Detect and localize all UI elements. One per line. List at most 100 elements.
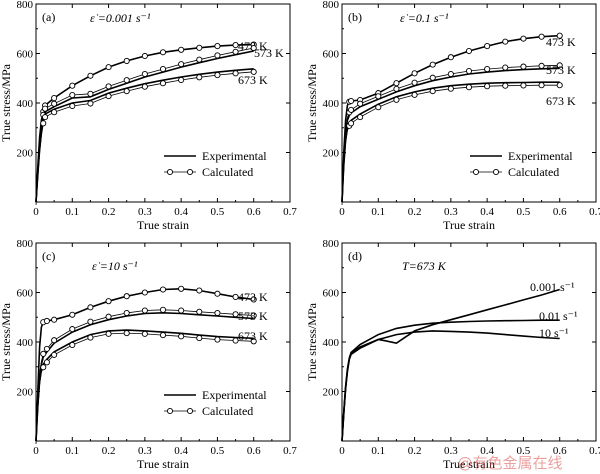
calculated-point <box>87 304 94 311</box>
series-label: 573 K <box>546 63 576 77</box>
calculated-curve <box>35 309 254 439</box>
y-tick-label: 200 <box>17 148 34 160</box>
calculated-point <box>43 345 50 352</box>
calculated-point <box>141 330 148 337</box>
calculated-point <box>502 64 509 71</box>
series-label: 0.001 s⁻¹ <box>530 280 575 294</box>
calculated-point <box>196 287 203 294</box>
calculated-point <box>51 337 58 344</box>
calculated-point <box>42 105 49 112</box>
calculated-point <box>141 70 148 78</box>
experimental-curve <box>341 67 560 203</box>
calculated-point <box>159 80 167 87</box>
calculated-point <box>196 74 203 81</box>
calculated-point <box>178 307 185 314</box>
watermark-text: @有色金属在线 <box>457 454 562 472</box>
y-axis-label: True stress/MPa <box>0 302 13 381</box>
series-label: 673 K <box>238 73 268 87</box>
x-tick-label: 0.7 <box>589 206 600 218</box>
calculated-point <box>159 306 167 313</box>
calculated-point <box>69 326 76 333</box>
x-tick-label: 0.2 <box>408 206 422 218</box>
calculated-point <box>411 91 418 98</box>
x-tick-label: 0.6 <box>553 206 567 218</box>
legend-experimental-label: Experimental <box>202 388 267 402</box>
calculated-point <box>250 296 257 303</box>
x-tick-label: 0.4 <box>174 206 188 218</box>
calculated-point <box>411 79 418 86</box>
x-tick-label: 0.5 <box>517 206 531 218</box>
x-tick-label: 0.3 <box>444 206 458 218</box>
calculated-point <box>520 35 527 42</box>
x-tick-label: 0.7 <box>283 445 297 457</box>
calculated-point <box>502 38 509 45</box>
calculated-curve <box>341 84 560 206</box>
x-tick-label: 0.2 <box>408 445 422 457</box>
calculated-point <box>375 93 382 100</box>
series-label: 673 K <box>546 94 576 108</box>
calculated-point <box>465 84 473 91</box>
calculated-point <box>232 42 239 49</box>
calculated-point <box>196 56 203 63</box>
calculated-point <box>538 33 545 40</box>
calculated-point <box>87 318 94 325</box>
calculated-point <box>43 317 50 325</box>
condition-annotation: ε̇ =10 s⁻¹ <box>92 259 138 273</box>
y-tick-label: 400 <box>17 98 34 110</box>
calculated-point <box>51 95 58 102</box>
calculated-point <box>141 307 148 314</box>
calculated-point <box>40 120 47 127</box>
x-tick-label: 0 <box>33 206 39 218</box>
calculated-point <box>465 47 473 55</box>
legend-experimental-label: Experimental <box>508 149 573 163</box>
calculated-point <box>178 333 185 340</box>
y-tick-label: 800 <box>17 0 34 11</box>
x-tick-label: 0.6 <box>553 445 567 457</box>
calculated-point <box>196 335 203 342</box>
legend-calculated-marker <box>166 168 174 176</box>
calculated-point <box>250 312 257 319</box>
calculated-point <box>357 100 364 107</box>
x-tick-label: 0 <box>339 206 345 218</box>
condition-annotation: ε̇ =0.1 s⁻¹ <box>400 11 449 25</box>
calculated-point <box>556 62 563 69</box>
y-tick-label: 600 <box>17 288 34 300</box>
x-tick-label: 0.1 <box>371 206 385 218</box>
y-axis-label: True stress/MPa <box>305 302 319 381</box>
legend-calculated-label: Calculated <box>202 165 253 179</box>
x-tick-label: 0.6 <box>247 206 261 218</box>
calculated-point <box>196 308 203 315</box>
calculated-point <box>87 72 94 79</box>
x-tick-label: 0.3 <box>444 445 458 457</box>
legend-calculated-marker <box>492 168 500 176</box>
y-tick-label: 400 <box>17 337 34 349</box>
x-tick-label: 0.4 <box>174 445 188 457</box>
panel-a: 0 0.1 0.2 0.3 0.4 0.5 0.6 0.7 200 400 600 800 True s… <box>0 0 297 232</box>
calculated-point <box>196 44 203 51</box>
calculated-curve <box>35 288 254 442</box>
y-tick-label: 200 <box>17 387 34 399</box>
calculated-point <box>250 338 257 345</box>
calculated-point <box>348 106 355 113</box>
calculated-point <box>178 285 185 292</box>
y-tick-label: 200 <box>323 148 340 160</box>
calculated-point <box>556 82 563 89</box>
calculated-point <box>43 359 50 366</box>
calculated-point <box>42 114 49 121</box>
calculated-point <box>447 54 454 61</box>
series-label: 573 K <box>238 309 268 323</box>
calculated-point <box>484 83 491 90</box>
calculated-point <box>447 85 454 92</box>
calculated-point <box>51 109 58 116</box>
x-axis-label: True strain <box>443 218 495 232</box>
panel-label: (a) <box>42 10 55 24</box>
x-tick-label: 0.5 <box>211 206 225 218</box>
calculated-point <box>141 83 148 90</box>
calculated-curve <box>35 71 254 206</box>
calculated-point <box>447 70 454 78</box>
experimental-curve <box>341 288 560 442</box>
panel-b: 0 0.1 0.2 0.3 0.4 0.5 0.6 0.7 200 400 600 800 True s… <box>305 0 600 232</box>
y-tick-label: 600 <box>323 288 340 300</box>
calculated-curve <box>35 47 254 200</box>
legend-calculated-marker <box>186 407 194 415</box>
